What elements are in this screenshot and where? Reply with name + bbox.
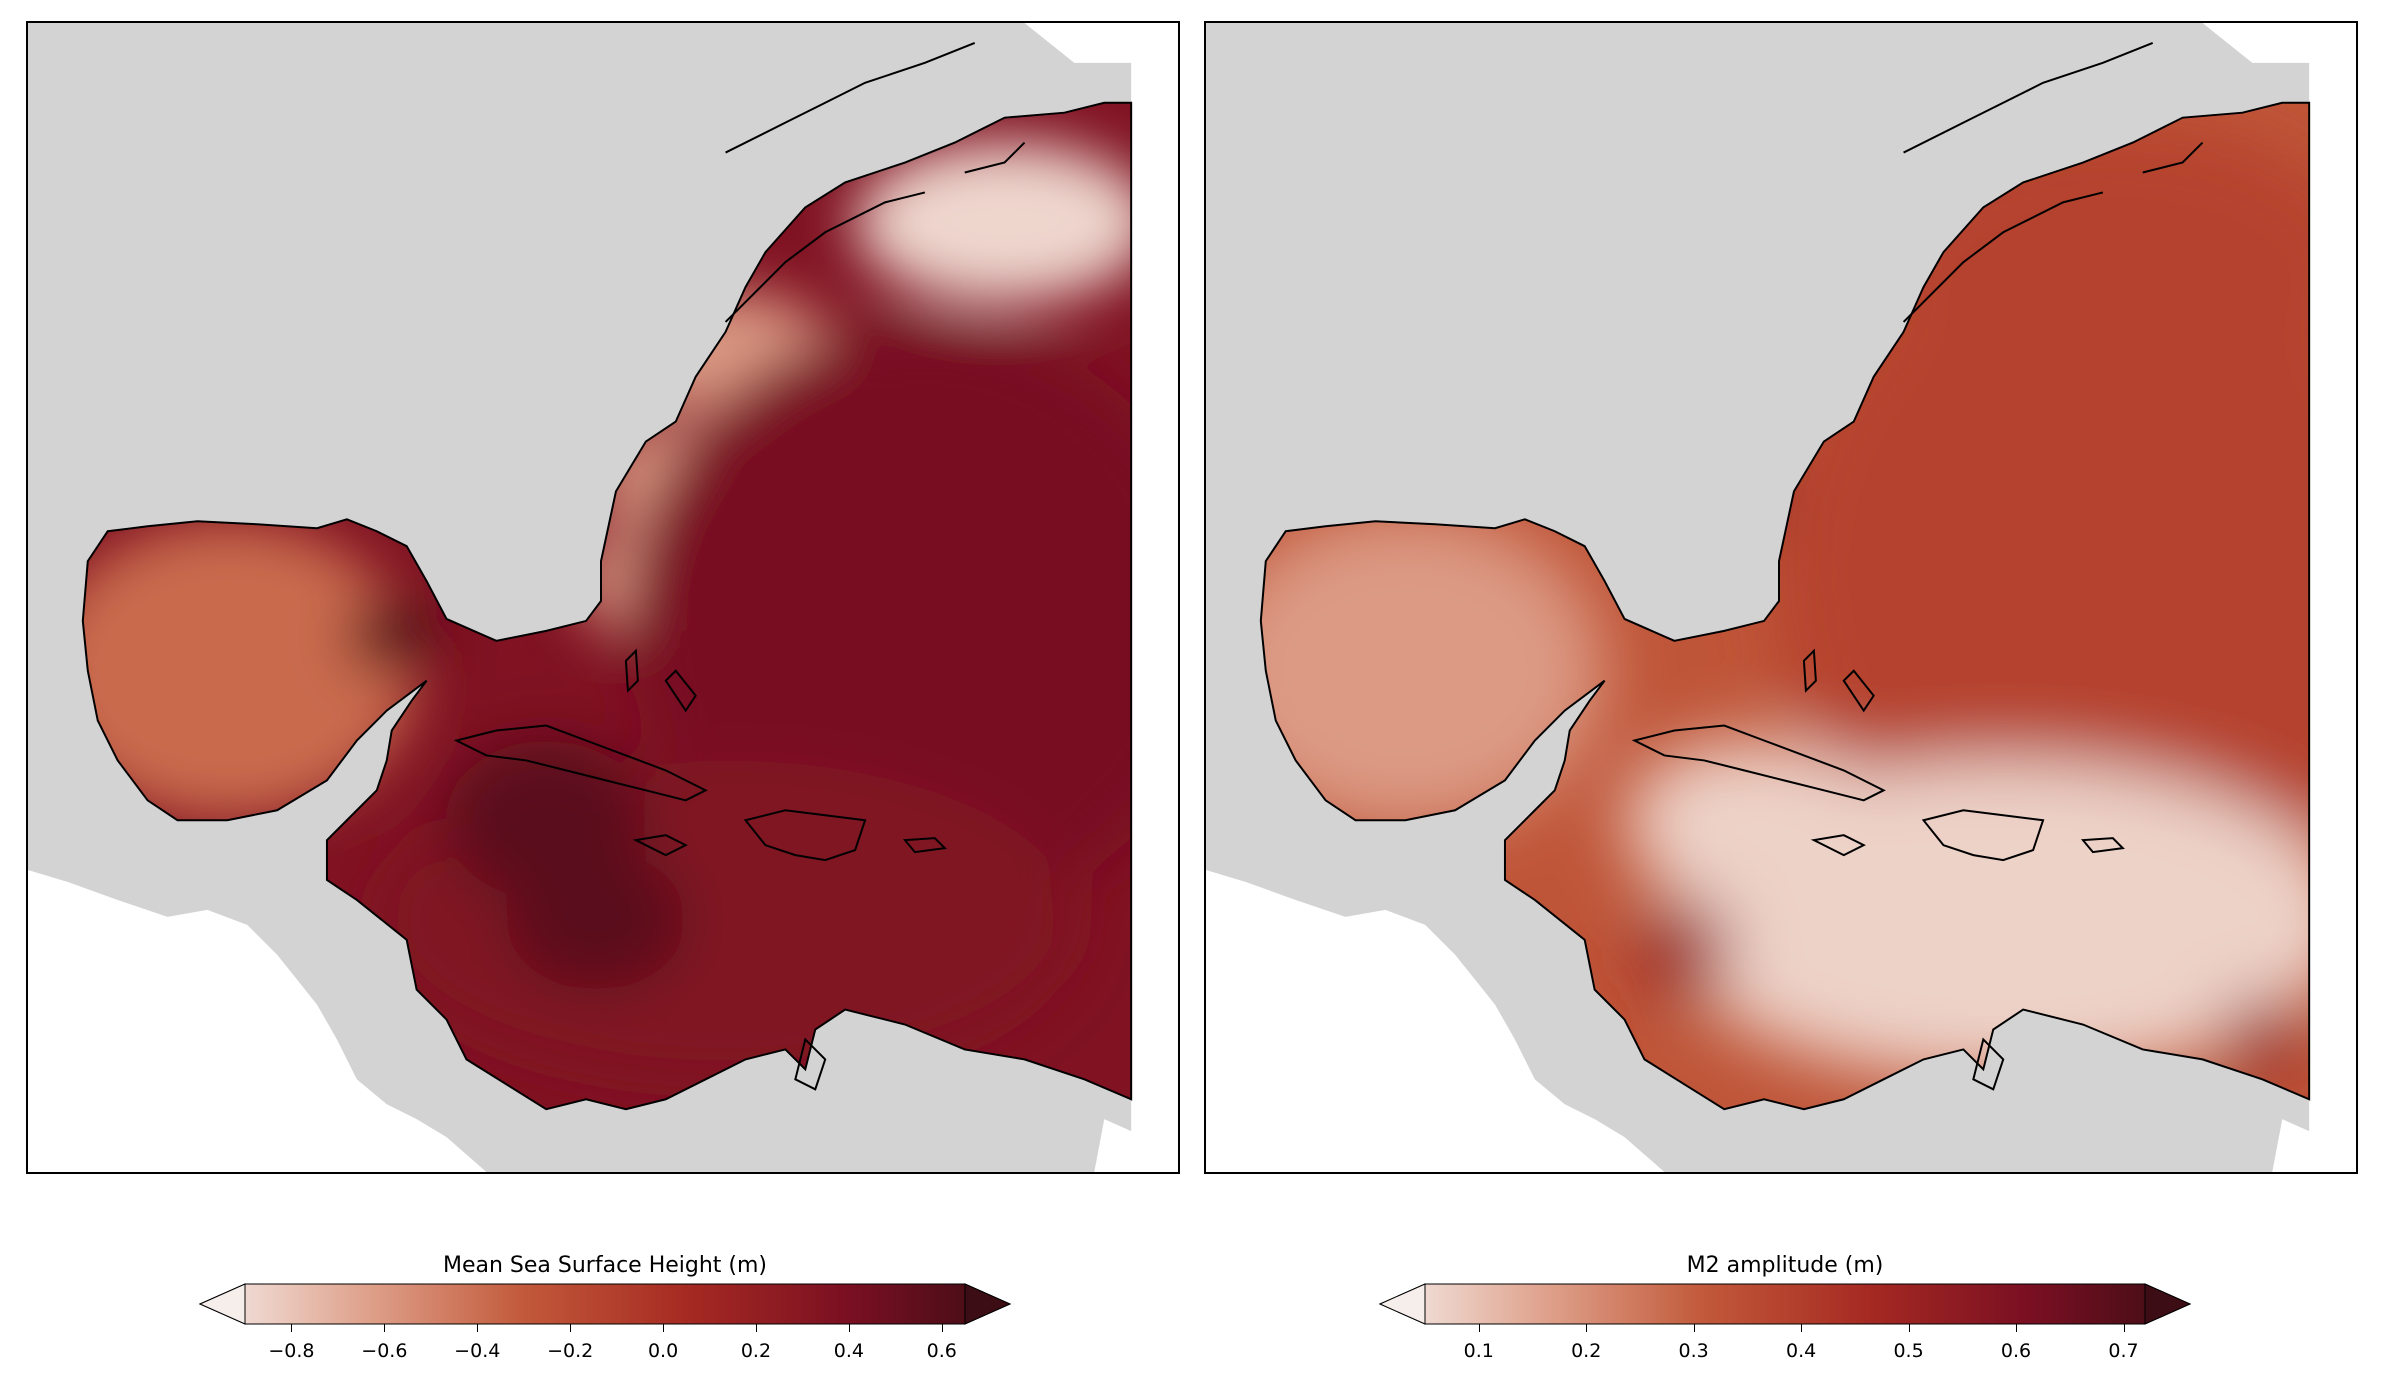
colorbar-tick-mark (663, 1324, 665, 1332)
field-region (2222, 999, 2303, 1080)
coastline-feature (725, 42, 976, 154)
colorbar-tick-label: −0.2 (547, 1340, 594, 1362)
coastline-feature (724, 191, 926, 323)
outside-domain-se (2272, 1119, 2356, 1172)
field-region (82, 521, 417, 821)
colorbar-tick-label: 0.2 (1571, 1340, 1602, 1362)
colorbar-tick-label: 0.2 (740, 1340, 772, 1362)
mean-ssh-map (28, 23, 1178, 1172)
map-panel-mean-ssh (26, 21, 1180, 1174)
colorbar-tick-mark (291, 1324, 293, 1332)
colorbar-gradient (198, 1283, 1012, 1325)
coastline-mainland (81, 101, 1133, 1111)
outside-domain-ne (1024, 23, 1178, 1172)
field-region (1624, 740, 1884, 900)
field-region (1639, 899, 1730, 1000)
colorbar-left (198, 1283, 1012, 1325)
colorbar-extend-min (198, 1283, 246, 1325)
coastline-feature (632, 834, 688, 857)
colorbar-tick-label: 0.3 (1678, 1340, 1709, 1362)
colorbar-tick-mark (848, 1324, 850, 1332)
colorbar-extend-max (964, 1283, 1012, 1325)
coastline-feature (1902, 191, 2104, 323)
coastline-feature (902, 837, 947, 854)
coastline-feature (794, 1037, 827, 1091)
coastline-feature (1842, 669, 1875, 713)
colorbar-tick-mark (1478, 1324, 1480, 1332)
colorbar-title-left: Mean Sea Surface Height (m) (442, 1253, 768, 1278)
colorbar-tick-label: 0.6 (926, 1340, 957, 1362)
colorbar-tick-label: 0.4 (833, 1340, 864, 1362)
coastline-feature (743, 809, 867, 862)
coastline-feature (2142, 141, 2204, 174)
coastline (81, 42, 1133, 1111)
outside-domain-ne (2202, 23, 2356, 1172)
colorbar-tick-label: 0.5 (1893, 1340, 1924, 1362)
colorbar-tick-mark (570, 1324, 572, 1332)
colorbar-gradient (1378, 1283, 2192, 1325)
colorbar-tick-label: 0.1 (1463, 1340, 1494, 1362)
coastline-feature (1972, 1037, 2005, 1091)
colorbar-tick-label: 0.0 (647, 1340, 679, 1362)
colorbar-tick-label: −0.8 (268, 1340, 315, 1362)
colorbar-tick-mark (1908, 1324, 1910, 1332)
colorbar-tick-mark (755, 1324, 757, 1332)
outside-domain-south (28, 870, 487, 1172)
coastline-feature (2080, 837, 2125, 854)
m2-amplitude-map (1206, 23, 2356, 1172)
coastline-feature (1810, 834, 1866, 857)
colorbar-tick-label: 0.6 (2000, 1340, 2032, 1362)
field-region (446, 740, 646, 900)
coastline-feature (1921, 809, 2045, 862)
coastline-feature (624, 648, 639, 693)
field-region (1260, 511, 1605, 831)
coastline-mainland (1259, 101, 2311, 1111)
colorbar-extend-max (2144, 1283, 2192, 1325)
colorbar-tick-mark (477, 1324, 479, 1332)
map-panel-m2-amplitude (1204, 21, 2358, 1174)
colorbar-tick-mark (941, 1324, 943, 1332)
colorbar-tick-mark (1693, 1324, 1695, 1332)
colorbar-tick-label: −0.4 (454, 1340, 501, 1362)
colorbar-right (1378, 1283, 2192, 1325)
outside-domain-south (1206, 870, 1665, 1172)
colorbar-tick-mark (384, 1324, 386, 1332)
colorbar-extend-min (1378, 1283, 1426, 1325)
field-region (346, 600, 437, 671)
colorbar-title-right: M2 amplitude (m) (1686, 1253, 1884, 1278)
coastline-feature (1631, 724, 1886, 802)
colorbar-tick-mark (1801, 1324, 1803, 1332)
colorbar-tick-mark (1586, 1324, 1588, 1332)
colorbar-tick-label: 0.7 (2108, 1340, 2139, 1362)
coastline-feature (1802, 648, 1817, 693)
colorbar-tick-label: 0.4 (1786, 1340, 1817, 1362)
colorbar-tick-label: −0.6 (361, 1340, 408, 1362)
colorbar-tick-mark (2016, 1324, 2018, 1332)
field-region (855, 142, 1132, 303)
coastline (1259, 42, 2311, 1111)
coastline-feature (1903, 42, 2154, 154)
coastline-feature (964, 141, 1026, 174)
field-region (1774, 222, 2310, 920)
outside-domain-se (1094, 1119, 1178, 1172)
colorbar-tick-mark (2123, 1324, 2125, 1332)
coastline-feature (453, 724, 708, 802)
coastline-feature (664, 669, 697, 713)
